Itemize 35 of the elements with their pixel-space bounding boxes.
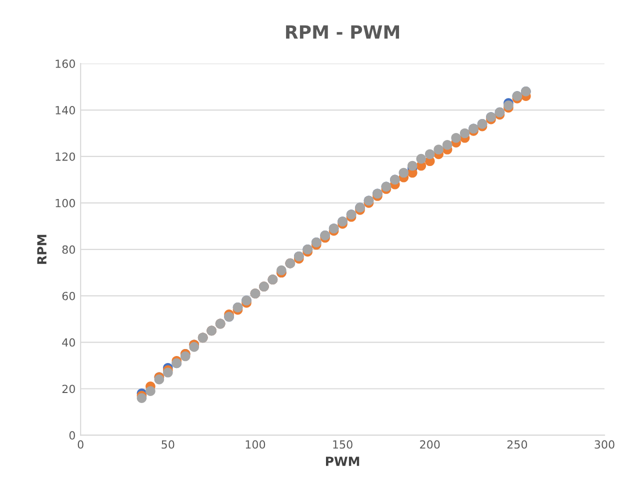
- x-axis-title: PWM: [326, 456, 360, 466]
- x-tick-label: 300: [594, 440, 614, 449]
- y-tick-label: 160: [56, 60, 75, 68]
- point: [460, 128, 470, 138]
- point: [424, 149, 435, 160]
- x-tick-label: 100: [246, 440, 266, 449]
- x-tick-label: 150: [333, 440, 352, 449]
- point: [407, 160, 418, 171]
- point: [416, 154, 426, 164]
- x-tick-label: 250: [507, 440, 528, 449]
- x-tick-label: 0: [78, 440, 84, 449]
- y-tick-label: 0: [69, 431, 75, 440]
- point: [163, 368, 173, 378]
- point: [180, 351, 190, 362]
- point: [154, 374, 164, 384]
- y-tick-label: 120: [56, 152, 75, 161]
- y-tick-label: 80: [62, 245, 75, 254]
- point: [398, 168, 409, 178]
- y-tick-label: 60: [62, 292, 75, 300]
- point: [136, 393, 147, 403]
- y-tick-label: 100: [56, 198, 75, 208]
- point: [276, 265, 286, 276]
- point: [189, 342, 200, 352]
- point: [146, 386, 156, 396]
- x-tick-label: 200: [420, 440, 440, 449]
- point: [504, 100, 514, 110]
- point: [451, 132, 461, 143]
- y-tick-label: 20: [62, 384, 75, 394]
- point: [442, 140, 452, 150]
- y-tick-label: 40: [62, 338, 75, 347]
- x-tick-label: 50: [162, 440, 174, 449]
- y-axis-title: RPM: [37, 234, 46, 264]
- y-tick-label: 140: [56, 106, 75, 114]
- chart-title: RPM - PWM: [286, 25, 400, 39]
- point: [434, 144, 444, 154]
